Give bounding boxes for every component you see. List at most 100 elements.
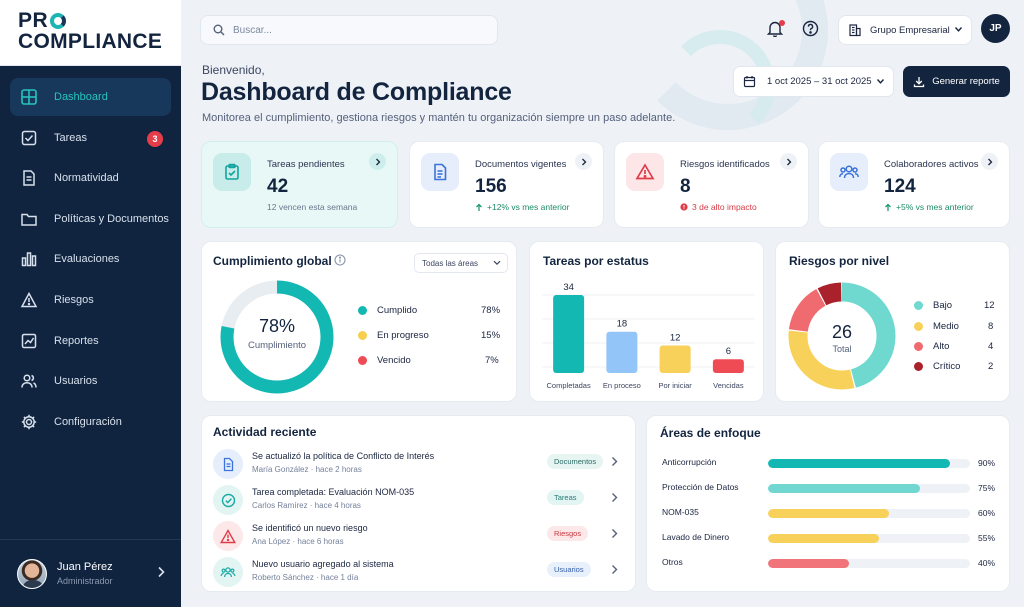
donut-segment-medio	[788, 282, 896, 390]
bar-completadas	[553, 295, 585, 373]
chevron-right-icon[interactable]	[369, 153, 386, 170]
date-range-picker[interactable]: 1 oct 2025 – 31 oct 2025	[733, 66, 894, 97]
sidebar-item-label: Políticas y Documentos	[54, 212, 169, 225]
legend-item-critico: Crítico	[914, 361, 960, 372]
progress-fill	[768, 559, 849, 568]
help-button[interactable]	[802, 20, 820, 38]
tasks-status-panel: Tareas por estatus 34 Completadas 18 En pro…	[529, 241, 764, 402]
legend-dot	[914, 342, 923, 351]
focus-area-percent: 55%	[978, 533, 996, 543]
grid-icon	[20, 88, 38, 106]
legend-item-medio: Medio	[914, 321, 959, 332]
user-name: Juan Pérez	[57, 561, 113, 573]
bell-icon	[767, 20, 785, 37]
activity-item[interactable]: Tarea completada: Evaluación NOM-035 Car…	[213, 483, 626, 519]
legend-dot	[914, 322, 923, 331]
avatar	[17, 558, 47, 589]
focus-area-row: Lavado de Dinero 55%	[662, 531, 1002, 545]
user-profile[interactable]: Juan Pérez Administrador	[0, 539, 181, 607]
search-input[interactable]	[233, 24, 473, 36]
chevron-right-icon[interactable]	[981, 153, 998, 170]
sidebar-item-reportes[interactable]: Reportes	[10, 322, 171, 360]
sidebar-item-label: Reportes	[54, 334, 99, 347]
sidebar-item-normatividad[interactable]: Normatividad	[10, 159, 171, 197]
organization-select[interactable]: Grupo Empresarial	[838, 15, 972, 45]
sidebar-item-label: Configuración	[54, 415, 122, 428]
sidebar-nav: Dashboard Tareas 3 Normatividad Política…	[0, 66, 181, 441]
sidebar-item-label: Evaluaciones	[54, 253, 120, 266]
user-avatar-button[interactable]: JP	[981, 14, 1010, 43]
risks-total-label: Total	[832, 344, 852, 354]
chevron-right-icon[interactable]	[611, 456, 618, 467]
stat-value: 8	[680, 176, 691, 197]
legend-item-alto: Alto	[914, 341, 949, 352]
chevron-right-icon[interactable]	[575, 153, 592, 170]
sidebar-item-dashboard[interactable]: Dashboard	[10, 78, 171, 116]
page-subtitle: Monitorea el cumplimiento, gestiona ries…	[202, 112, 676, 124]
sidebar-item-politicas[interactable]: Políticas y Documentos	[10, 200, 171, 238]
progress-track	[768, 484, 970, 493]
progress-fill	[768, 534, 880, 543]
generate-report-button[interactable]: Generar reporte	[903, 66, 1010, 97]
chevron-right-icon[interactable]	[780, 153, 797, 170]
x-tick-label: Vencidas	[713, 381, 744, 390]
logo[interactable]: PR COMPLIANCE	[0, 0, 181, 66]
stat-title: Colaboradores activos	[884, 159, 979, 170]
search-icon	[213, 24, 225, 36]
chevron-down-icon	[493, 260, 501, 266]
donut-segment-cumplido	[220, 280, 334, 394]
panel-title: Cumplimiento global	[213, 254, 332, 268]
activity-title: Nuevo usuario agregado al sistema	[252, 559, 394, 569]
sidebar-item-evaluaciones[interactable]: Evaluaciones	[10, 240, 171, 278]
legend-item-bajo: Bajo	[914, 300, 952, 311]
stat-note: 12 vencen esta semana	[267, 202, 357, 212]
legend-label: Medio	[933, 321, 959, 332]
stat-note-text: +12% vs mes anterior	[487, 202, 570, 212]
stat-note: +12% vs mes anterior	[475, 202, 569, 212]
sidebar-item-tareas[interactable]: Tareas 3	[10, 119, 171, 157]
info-icon[interactable]	[334, 254, 346, 266]
progress-fill	[768, 484, 920, 493]
focus-area-row: NOM-035 60%	[662, 506, 1002, 520]
legend-item-en-progreso: En progreso	[358, 330, 429, 341]
stat-card-riesgos-identificados[interactable]: Riesgos identificados 8 3 de alto impact…	[614, 141, 809, 228]
focus-areas-panel: Áreas de enfoque Anticorrupción 90% Protec…	[646, 415, 1010, 592]
legend-dot	[358, 331, 367, 340]
stat-card-documentos-vigentes[interactable]: Documentos vigentes 156 +12% vs mes ante…	[409, 141, 604, 228]
activity-item[interactable]: Nuevo usuario agregado al sistema Robert…	[213, 555, 626, 591]
activity-item[interactable]: Se identificó un nuevo riesgo Ana López …	[213, 519, 626, 555]
focus-area-percent: 75%	[978, 483, 996, 493]
notification-dot	[779, 20, 785, 26]
risks-donut	[788, 282, 896, 390]
stat-card-colaboradores-activos[interactable]: Colaboradores activos 124 +5% vs mes ant…	[818, 141, 1010, 228]
help-icon	[802, 20, 820, 37]
activity-item[interactable]: Se actualizó la política de Conflicto de…	[213, 447, 626, 483]
chevron-right-icon[interactable]	[157, 566, 165, 578]
generate-report-label: Generar reporte	[932, 76, 1000, 87]
stat-value: 124	[884, 176, 916, 197]
legend-value: 7%	[485, 355, 499, 366]
search-bar[interactable]	[200, 15, 498, 45]
progress-track	[768, 534, 970, 543]
legend-value: 15%	[481, 330, 501, 341]
chevron-right-icon[interactable]	[611, 564, 618, 575]
bar-por-iniciar	[659, 345, 691, 373]
stat-card-tareas-pendientes[interactable]: Tareas pendientes 42 12 vencen esta sema…	[201, 141, 398, 228]
sidebar-item-configuracion[interactable]: Configuración	[10, 403, 171, 441]
notifications-button[interactable]	[767, 20, 785, 38]
chevron-right-icon[interactable]	[611, 492, 618, 503]
area-filter-label: Todas las áreas	[422, 258, 479, 268]
activity-tag: Riesgos	[547, 526, 589, 541]
sidebar-item-label: Dashboard	[54, 91, 108, 103]
chevron-right-icon[interactable]	[611, 528, 618, 539]
focus-area-percent: 60%	[978, 508, 996, 518]
area-filter-select[interactable]: Todas las áreas	[414, 253, 508, 273]
activity-title: Se actualizó la política de Conflicto de…	[252, 451, 435, 461]
legend-item-cumplido: Cumplido	[358, 305, 417, 316]
sidebar-item-riesgos[interactable]: Riesgos	[10, 281, 171, 319]
sidebar-item-usuarios[interactable]: Usuarios	[10, 362, 171, 400]
stat-title: Riesgos identificados	[680, 159, 770, 170]
arrow-up-icon	[475, 203, 483, 212]
legend-value: 12	[984, 300, 995, 311]
panel-title: Actividad reciente	[213, 425, 317, 439]
